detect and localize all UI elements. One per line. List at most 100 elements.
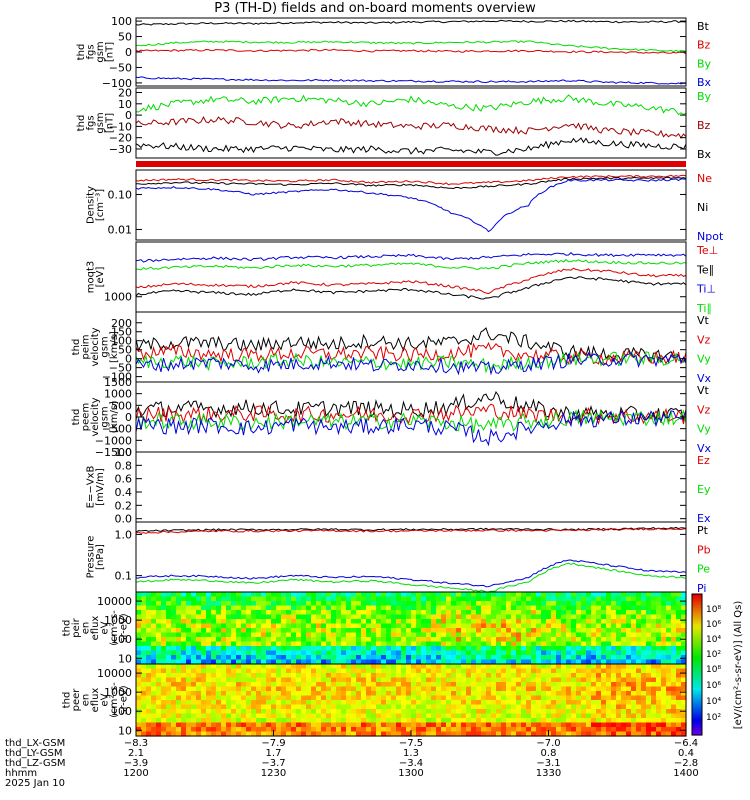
heatmap-cell bbox=[556, 713, 562, 719]
heatmap-cell bbox=[336, 664, 342, 670]
heatmap-cell bbox=[611, 592, 617, 598]
heatmap-cell bbox=[356, 623, 362, 629]
heatmap-cell bbox=[276, 722, 282, 728]
heatmap-cell bbox=[476, 673, 482, 679]
heatmap-cell bbox=[356, 718, 362, 724]
heatmap-cell bbox=[461, 673, 467, 679]
heatmap-cell bbox=[221, 677, 227, 683]
heatmap-cell bbox=[486, 614, 492, 620]
heatmap-cell bbox=[136, 718, 142, 724]
x-axis-date: 2025 Jan 10 bbox=[5, 778, 65, 789]
heatmap-cell bbox=[476, 637, 482, 643]
heatmap-cell bbox=[176, 623, 182, 629]
heatmap-cell bbox=[221, 655, 227, 661]
heatmap-cell bbox=[516, 628, 522, 634]
heatmap-cell bbox=[391, 641, 397, 647]
heatmap-cell bbox=[201, 610, 207, 616]
heatmap-cell bbox=[501, 614, 507, 620]
heatmap-cell bbox=[546, 677, 552, 683]
heatmap-cell bbox=[456, 695, 462, 701]
heatmap-cell bbox=[151, 695, 157, 701]
heatmap-cell bbox=[626, 646, 632, 652]
heatmap-cell bbox=[146, 619, 152, 625]
series-line-Te∥ bbox=[135, 276, 687, 300]
heatmap-cell bbox=[276, 677, 282, 683]
heatmap-cell bbox=[401, 700, 407, 706]
heatmap-cell bbox=[641, 722, 647, 728]
heatmap-cell bbox=[431, 677, 437, 683]
heatmap-cell bbox=[416, 637, 422, 643]
heatmap-cell bbox=[596, 637, 602, 643]
heatmap-cell bbox=[576, 614, 582, 620]
heatmap-cell bbox=[261, 650, 267, 656]
heatmap-cell bbox=[381, 718, 387, 724]
heatmap-cell bbox=[631, 682, 637, 688]
heatmap-cell bbox=[311, 668, 317, 674]
heatmap-cell bbox=[601, 695, 607, 701]
heatmap-cell bbox=[176, 601, 182, 607]
heatmap-cell bbox=[186, 610, 192, 616]
heatmap-cell bbox=[231, 628, 237, 634]
heatmap-cell bbox=[246, 700, 252, 706]
heatmap-cell bbox=[156, 619, 162, 625]
heatmap-cell bbox=[676, 619, 682, 625]
heatmap-cell bbox=[311, 691, 317, 697]
heatmap-cell bbox=[461, 664, 467, 670]
heatmap-cell bbox=[201, 713, 207, 719]
heatmap-cell bbox=[426, 664, 432, 670]
heatmap-cell bbox=[321, 682, 327, 688]
heatmap-cell bbox=[491, 610, 497, 616]
heatmap-cell bbox=[431, 650, 437, 656]
heatmap-cell bbox=[186, 691, 192, 697]
heatmap-cell bbox=[481, 619, 487, 625]
heatmap-cell bbox=[516, 641, 522, 647]
heatmap-cell bbox=[411, 700, 417, 706]
heatmap-cell bbox=[356, 641, 362, 647]
heatmap-cell bbox=[676, 628, 682, 634]
heatmap-cell bbox=[276, 592, 282, 598]
heatmap-cell bbox=[431, 731, 437, 737]
heatmap-cell bbox=[166, 722, 172, 728]
heatmap-cell bbox=[341, 646, 347, 652]
heatmap-cell bbox=[566, 731, 572, 737]
heatmap-cell bbox=[206, 650, 212, 656]
heatmap-cell bbox=[246, 601, 252, 607]
heatmap-cell bbox=[426, 704, 432, 710]
heatmap-cell bbox=[571, 592, 577, 598]
heatmap-cell bbox=[371, 605, 377, 611]
heatmap-cell bbox=[506, 686, 512, 692]
heatmap-cell bbox=[311, 722, 317, 728]
heatmap-cell bbox=[371, 682, 377, 688]
heatmap-cell bbox=[676, 682, 682, 688]
heatmap-cell bbox=[166, 619, 172, 625]
y-tick-label: 100 bbox=[111, 633, 132, 646]
series-line-Ti∥ bbox=[135, 258, 687, 271]
heatmap-cell bbox=[321, 718, 327, 724]
heatmap-cell bbox=[356, 682, 362, 688]
heatmap-cell bbox=[456, 641, 462, 647]
heatmap-cell bbox=[661, 677, 667, 683]
heatmap-cell bbox=[171, 686, 177, 692]
heatmap-cell bbox=[281, 614, 287, 620]
heatmap-cell bbox=[311, 646, 317, 652]
heatmap-cell bbox=[276, 695, 282, 701]
heatmap-cell bbox=[451, 700, 457, 706]
heatmap-cell bbox=[296, 637, 302, 643]
heatmap-cell bbox=[321, 646, 327, 652]
heatmap-cell bbox=[466, 704, 472, 710]
heatmap-cell bbox=[196, 592, 202, 598]
heatmap-cell bbox=[391, 646, 397, 652]
heatmap-cell bbox=[461, 646, 467, 652]
heatmap-cell bbox=[541, 623, 547, 629]
heatmap-cell bbox=[301, 713, 307, 719]
heatmap-cell bbox=[561, 722, 567, 728]
heatmap-cell bbox=[381, 682, 387, 688]
heatmap-cell bbox=[161, 673, 167, 679]
heatmap-cell bbox=[426, 709, 432, 715]
heatmap-cell bbox=[146, 673, 152, 679]
heatmap-cell bbox=[291, 727, 297, 733]
heatmap-cell bbox=[626, 691, 632, 697]
heatmap-cell bbox=[326, 677, 332, 683]
heatmap-cell bbox=[241, 637, 247, 643]
heatmap-cell bbox=[436, 623, 442, 629]
